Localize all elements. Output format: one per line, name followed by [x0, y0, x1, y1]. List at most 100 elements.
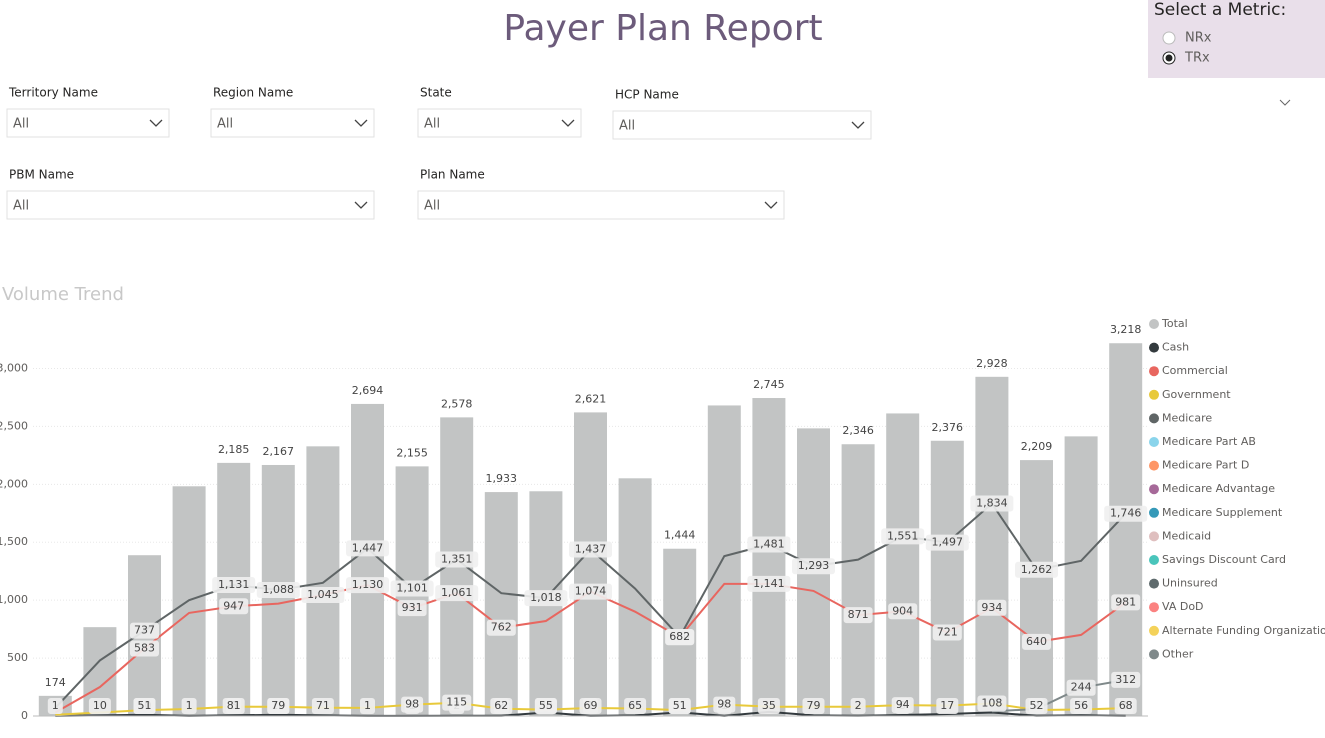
data-label-text: 2	[855, 699, 862, 712]
data-label-text: 62	[494, 699, 508, 712]
radio-option[interactable]: NRx	[1162, 31, 1212, 46]
dropdown-arrow[interactable]	[764, 201, 778, 209]
dropdown[interactable]: All	[210, 108, 375, 138]
dropdown-box[interactable]	[417, 108, 582, 138]
data-label-bg	[534, 698, 557, 714]
dropdown[interactable]: All	[417, 108, 582, 138]
dropdown[interactable]: All	[417, 190, 785, 220]
data-label-bg	[802, 698, 825, 714]
data-label-text: 1,834	[976, 497, 1008, 510]
dropdown-value[interactable]: All	[13, 199, 29, 214]
bar	[351, 403, 384, 716]
data-label-bg	[490, 698, 513, 714]
dropdown-arrow[interactable]	[851, 121, 865, 129]
data-label-text: 981	[1115, 595, 1136, 608]
data-label: 1,018	[524, 590, 568, 607]
data-label-text: 51	[138, 699, 152, 712]
filter-label: HCP Name	[615, 88, 679, 102]
dropdown[interactable]: All	[6, 108, 170, 138]
data-label: 1,551	[881, 528, 925, 545]
data-label-bg	[346, 540, 389, 557]
data-label: 1	[47, 698, 63, 714]
data-label-bg	[569, 583, 612, 600]
legend-swatch	[1149, 649, 1159, 660]
dropdown-box[interactable]	[6, 190, 375, 220]
dropdown-box[interactable]	[210, 108, 375, 138]
radio-label[interactable]: NRx	[1185, 31, 1212, 46]
dropdown-box[interactable]	[6, 108, 170, 138]
radio-dot[interactable]	[1165, 54, 1173, 62]
dropdown-value[interactable]: All	[424, 199, 440, 214]
data-label: 115	[442, 694, 472, 711]
data-label-bg	[843, 607, 873, 624]
data-label-text: 79	[807, 699, 821, 712]
radio[interactable]	[1162, 31, 1176, 45]
dropdown-arrow[interactable]	[149, 119, 163, 127]
dropdown-value[interactable]: All	[13, 117, 29, 132]
legend-swatch	[1149, 531, 1159, 542]
legend-label: Other	[1162, 647, 1194, 660]
legend-swatch	[1149, 413, 1159, 424]
dropdown-value[interactable]: All	[217, 117, 233, 132]
data-label: 94	[891, 697, 914, 714]
dropdown-arrow[interactable]	[561, 119, 575, 127]
radio-option[interactable]: TRx	[1162, 51, 1210, 66]
dropdown[interactable]: All	[612, 110, 872, 140]
dropdown-arrow[interactable]	[354, 201, 368, 209]
data-label-text: 94	[896, 698, 910, 711]
data-label-text: 583	[134, 641, 155, 654]
data-label: 1,262	[1015, 561, 1058, 578]
data-label-bg	[486, 619, 516, 636]
dropdown[interactable]: All	[6, 190, 375, 220]
dropdown-box[interactable]	[417, 190, 785, 220]
data-label-text: 1,497	[932, 536, 964, 549]
bar	[484, 492, 518, 716]
data-label-bg	[624, 698, 647, 714]
data-label-text: 1,262	[1021, 563, 1053, 576]
metric-panel	[1148, 0, 1325, 78]
data-label: 1,045	[301, 586, 345, 603]
filter-label: PBM Name	[9, 168, 74, 182]
data-label: 981	[1111, 594, 1141, 611]
bar-label: 1,933	[486, 472, 518, 485]
legend-label: VA DoD	[1162, 600, 1204, 613]
data-label: 1,447	[346, 540, 389, 557]
data-label-bg	[212, 576, 256, 593]
data-label-text: 762	[491, 621, 512, 634]
chevron[interactable]	[1279, 99, 1291, 106]
data-label: 1,746	[1104, 505, 1148, 522]
dropdown-box[interactable]	[612, 110, 872, 140]
radio-label[interactable]: TRx	[1184, 51, 1210, 66]
dropdown-value[interactable]: All	[424, 117, 440, 132]
y-tick-label: 500	[7, 651, 28, 664]
dropdown-arrow[interactable]	[354, 119, 368, 127]
data-label: 51	[668, 698, 691, 714]
bar	[618, 478, 652, 716]
bar-label: 2,376	[932, 421, 964, 434]
bar	[306, 446, 340, 716]
data-label-bg	[222, 698, 245, 714]
data-label-text: 1,018	[530, 591, 562, 604]
data-label: 1,351	[435, 551, 479, 568]
dropdown-value[interactable]: All	[619, 119, 635, 134]
data-label: 1,497	[925, 534, 969, 551]
legend-swatch	[1149, 625, 1159, 636]
data-label: 583	[130, 640, 159, 657]
data-label: 1,293	[792, 558, 835, 575]
data-label: 244	[1066, 679, 1096, 696]
data-label: 2	[850, 698, 866, 714]
data-label: 65	[624, 698, 647, 714]
data-label: 1,834	[970, 495, 1014, 512]
legend-label: Medicare Supplement	[1162, 506, 1283, 519]
data-label-bg	[932, 624, 962, 641]
bar-label: 2,346	[842, 424, 874, 437]
data-label-text: 1,074	[575, 585, 607, 598]
data-label-bg	[130, 640, 159, 657]
data-label: 1,131	[212, 576, 256, 593]
data-label-bg	[390, 580, 434, 597]
data-label: 52	[1025, 698, 1048, 714]
data-label-bg	[1111, 594, 1141, 611]
data-label-text: 721	[937, 625, 958, 638]
data-label-bg	[1066, 679, 1096, 696]
data-label-bg	[668, 698, 691, 714]
